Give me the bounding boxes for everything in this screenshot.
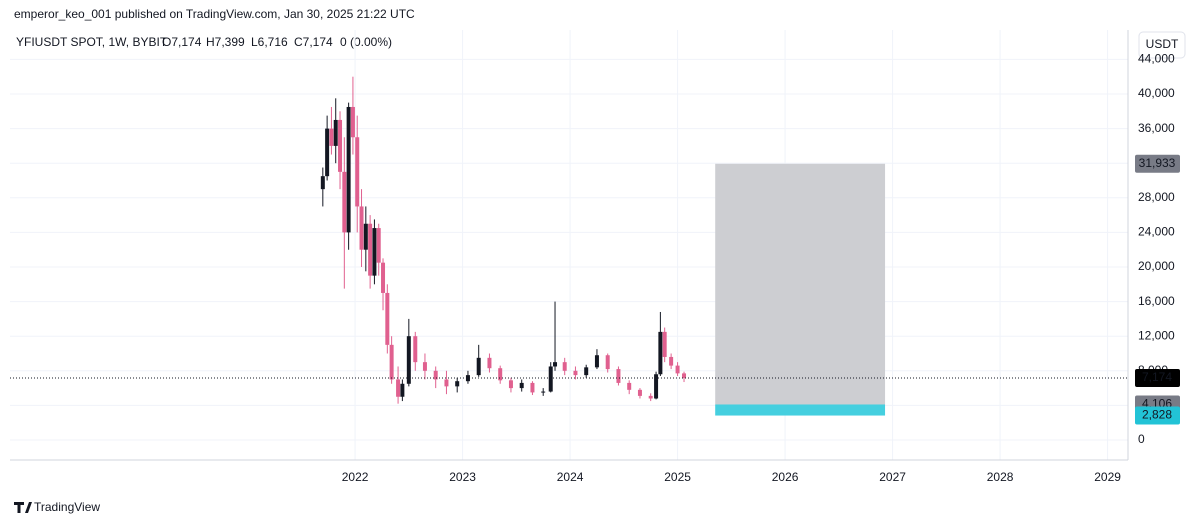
candle-body: [675, 365, 680, 374]
candle-body: [573, 370, 578, 376]
ohlc-high: H7,399: [206, 35, 245, 49]
candle-body: [594, 355, 599, 368]
profit-zone: [715, 163, 886, 405]
candle-body: [637, 389, 642, 396]
candle-body: [396, 379, 401, 397]
y-tick-label: 16,000: [1138, 294, 1175, 308]
currency-box[interactable]: [1138, 31, 1186, 59]
candle-body: [562, 362, 567, 371]
candle-body: [342, 171, 347, 233]
ohlc-close: C7,174: [294, 35, 333, 49]
symbol: YFIUSDT SPOT, 1W, BYBIT: [16, 35, 168, 49]
candle-body: [355, 137, 360, 207]
candle-body: [553, 362, 558, 367]
candle-body: [329, 128, 334, 146]
candle-body: [406, 336, 411, 384]
y-tick-label: 36,000: [1138, 121, 1175, 135]
candle-body: [662, 331, 667, 357]
candle-body: [338, 119, 343, 172]
candle-body: [333, 119, 338, 146]
x-tick-label: 2025: [664, 470, 691, 484]
candle-body: [682, 373, 687, 378]
candle-body: [359, 206, 364, 250]
price-tag: [1135, 368, 1180, 387]
candle-body: [372, 228, 377, 276]
candle-body: [413, 336, 418, 363]
candle-body: [381, 262, 386, 293]
price-tag: [1135, 154, 1180, 173]
candle-body: [455, 381, 460, 387]
candle-body: [584, 367, 589, 376]
candle-body: [605, 355, 610, 370]
y-tick-label: 12,000: [1138, 328, 1175, 342]
candle-body: [548, 366, 553, 392]
plot-area: [10, 30, 1128, 460]
candle-body: [530, 382, 535, 393]
candle-body: [648, 395, 653, 399]
candle-body: [433, 370, 438, 380]
brand: TradingView: [34, 500, 100, 514]
candle-body: [627, 382, 632, 390]
x-tick-label: 2028: [987, 470, 1014, 484]
x-tick-label: 2027: [879, 470, 906, 484]
change: 0 (0.00%): [340, 35, 392, 49]
candle-body: [444, 379, 449, 387]
candle-body: [376, 228, 381, 263]
legend: YFIUSDT SPOT, 1W, BYBIT O7,174 H7,399 L6…: [16, 35, 392, 49]
x-tick-label: 2022: [342, 470, 369, 484]
x-tick-label: 2024: [557, 470, 584, 484]
candle-body: [616, 369, 621, 383]
candle-body: [400, 383, 405, 397]
y-tick-label: 28,000: [1138, 190, 1175, 204]
candle-body: [487, 357, 492, 369]
candle-body: [669, 356, 674, 366]
candle-body: [325, 128, 330, 177]
currency[interactable]: USDT: [1146, 37, 1179, 51]
x-tick-label: 2029: [1094, 470, 1121, 484]
y-tick-label: 44,000: [1138, 52, 1175, 66]
x-tick-label: 2026: [772, 470, 799, 484]
candle-body: [476, 357, 481, 376]
ohlc-open: O7,174: [162, 35, 202, 49]
y-tick-label: 40,000: [1138, 86, 1175, 100]
candle-body: [385, 292, 390, 345]
publisher: emperor_keo_001 published on TradingView…: [14, 7, 415, 21]
candle-body: [519, 382, 524, 389]
loss-zone: [715, 404, 886, 416]
y-tick-label: 20,000: [1138, 259, 1175, 273]
price-tag: [1135, 406, 1180, 425]
candle-body: [658, 331, 663, 375]
y-tick-label: 24,000: [1138, 225, 1175, 239]
y-tick-label: 0: [1138, 432, 1145, 446]
candle-body: [541, 391, 546, 393]
price-tag-label: 2,828: [1142, 408, 1172, 422]
candle-body: [654, 374, 659, 399]
candle-body: [508, 380, 513, 389]
x-tick-label: 2023: [449, 470, 476, 484]
candle-body: [498, 368, 503, 381]
candle-body: [363, 223, 368, 250]
candle-body: [368, 223, 373, 276]
candle-body: [465, 375, 470, 382]
candle-body: [346, 106, 351, 233]
ohlc-low: L6,716: [251, 35, 288, 49]
candle-body: [389, 344, 394, 380]
logo: [14, 502, 32, 513]
price-tag-label: 7,174: [1142, 370, 1172, 384]
candle-body: [320, 176, 325, 190]
price-tag-label: 31,933: [1139, 156, 1176, 170]
candle-body: [350, 106, 355, 138]
candle-body: [422, 362, 427, 371]
